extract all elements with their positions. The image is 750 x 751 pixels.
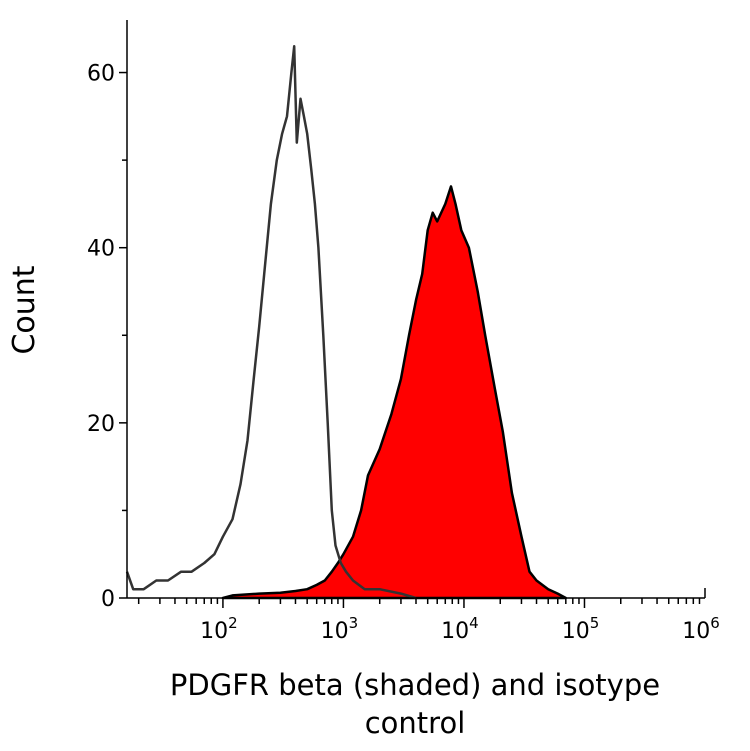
axes-layer: [119, 20, 706, 608]
x-tick-label: 105: [562, 614, 600, 644]
y-tick-label: 0: [101, 587, 115, 612]
x-tick-label: 102: [200, 614, 238, 644]
x-tick-label: 106: [682, 614, 720, 644]
x-tick-label: 103: [321, 614, 359, 644]
series-layer: [125, 45, 568, 600]
x-axis-title-line2: control: [365, 706, 466, 740]
tick-labels: 0 20 40 60 102 103 104 105 106: [87, 62, 720, 644]
x-axis-title-line1: PDGFR beta (shaded) and isotype: [170, 668, 660, 702]
y-tick-label: 40: [87, 237, 115, 262]
series-0-outline: [125, 45, 417, 600]
y-axis-title: Count: [7, 265, 42, 354]
series-1-filled-area: [221, 185, 568, 600]
y-tick-label: 20: [87, 412, 115, 437]
y-tick-label: 60: [87, 62, 115, 87]
x-tick-label: 104: [441, 614, 479, 644]
